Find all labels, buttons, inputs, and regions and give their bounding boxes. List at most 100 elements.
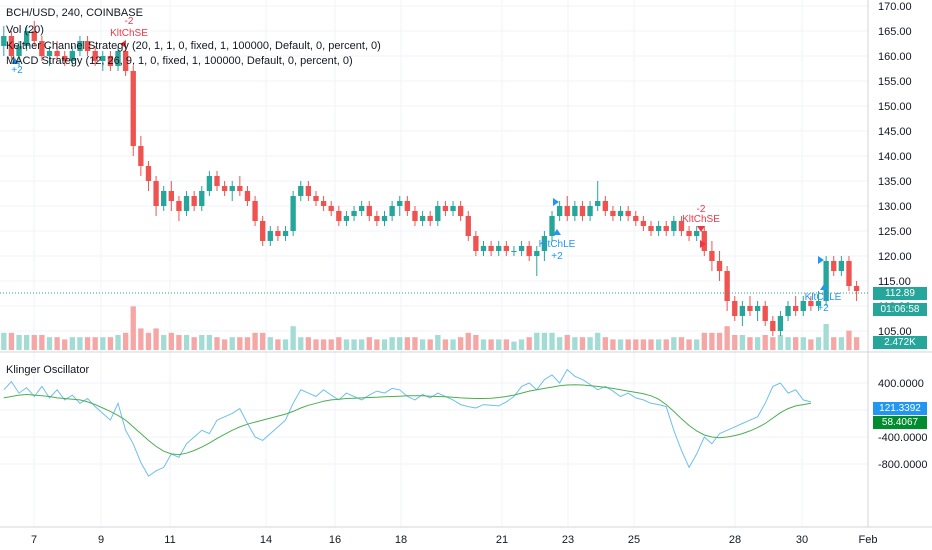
- candle-body: [488, 246, 494, 251]
- symbol-title: BCH/USD, 240, COINBASE: [6, 7, 143, 19]
- volume-bar: [351, 339, 357, 350]
- candle-body: [785, 306, 791, 316]
- volume-bar: [678, 337, 685, 350]
- candle-body: [290, 196, 296, 231]
- volume-bar: [716, 332, 723, 350]
- time-tick-label: 25: [628, 534, 640, 546]
- candle-body: [145, 166, 152, 181]
- volume-bar: [686, 339, 692, 350]
- volume-bar: [549, 332, 555, 350]
- signal-value-badge: 58.4067: [873, 416, 927, 429]
- keltner-legend[interactable]: Keltner Channel Strategy (20, 1, 1, 0, f…: [6, 40, 381, 52]
- oscillator-title[interactable]: Klinger Oscillator: [6, 364, 90, 376]
- candle-body: [747, 306, 753, 311]
- volume-bar: [663, 339, 669, 350]
- volume-bar: [625, 339, 631, 350]
- candle-body: [823, 261, 829, 301]
- volume-bar: [389, 337, 395, 350]
- price-tick-label: 120.00: [878, 251, 912, 263]
- candle-body: [404, 201, 411, 211]
- volume-bar: [183, 335, 190, 350]
- volume-bar: [161, 335, 167, 350]
- volume-bar: [305, 337, 312, 350]
- candle-body: [838, 261, 845, 271]
- time-tick-label: 7: [31, 534, 37, 546]
- candle-body: [549, 216, 555, 236]
- volume-bar: [808, 339, 814, 350]
- price-tick-label: 130.00: [878, 201, 912, 213]
- candle-body: [77, 41, 83, 51]
- price-tick-label: 140.00: [878, 151, 912, 163]
- price-tick-label: 125.00: [878, 226, 912, 238]
- candle-body: [183, 196, 190, 211]
- candle-body: [556, 206, 563, 216]
- candle-body: [457, 206, 464, 216]
- candle-body: [267, 231, 273, 241]
- volume-bar: [785, 337, 791, 350]
- candle-body: [298, 186, 304, 196]
- volume-bar: [701, 332, 707, 350]
- candle-body: [305, 186, 312, 196]
- volume-bar: [244, 337, 251, 350]
- osc-tick-label: -400.0000: [878, 432, 928, 444]
- candle-body: [397, 201, 403, 206]
- volume-bar: [191, 337, 197, 350]
- volume-bar: [252, 332, 258, 350]
- candle-body: [762, 306, 768, 321]
- time-tick-label: Feb: [859, 534, 878, 546]
- volume-bar: [419, 339, 426, 350]
- volume-bar: [633, 339, 639, 350]
- volume-legend[interactable]: Vol (20): [6, 24, 44, 36]
- volume-bar: [610, 339, 616, 350]
- volume-bar: [556, 337, 563, 350]
- volume-bar: [336, 337, 342, 350]
- candle-body: [107, 56, 114, 66]
- candle-body: [92, 51, 98, 61]
- short-marker-icon: [700, 240, 706, 248]
- volume-bar: [290, 326, 296, 350]
- price-tick-label: 155.00: [878, 76, 912, 88]
- volume-bar: [39, 335, 45, 350]
- candle-body: [221, 186, 228, 191]
- arrow-up-icon: [820, 284, 828, 290]
- candle-body: [351, 211, 357, 216]
- volume-bar: [671, 337, 677, 350]
- volume-bar: [214, 337, 220, 350]
- candle-body: [161, 191, 167, 206]
- volume-bar: [587, 337, 593, 350]
- price-tick-label: 105.00: [878, 326, 912, 338]
- volume-bar: [92, 337, 98, 350]
- macd-legend[interactable]: MACD Strategy (12, 26, 9, 1, 0, fixed, 1…: [6, 55, 353, 67]
- candle-body: [191, 196, 197, 206]
- candle-body: [450, 206, 456, 211]
- long-qty-label: +2: [551, 251, 563, 262]
- candle-body: [511, 251, 517, 252]
- volume-bar: [343, 339, 350, 350]
- volume-bar: [397, 337, 403, 350]
- volume-bar: [359, 339, 365, 350]
- candle-body: [648, 226, 654, 231]
- candle-body: [115, 51, 121, 66]
- time-tick-label: 18: [395, 534, 407, 546]
- candle-body: [526, 246, 532, 256]
- volume-bar: [853, 337, 860, 350]
- volume-bar: [496, 339, 502, 350]
- volume-bar: [138, 328, 144, 350]
- candle-body: [54, 51, 60, 56]
- candle-body: [777, 316, 784, 331]
- price-tick-label: 115.00: [878, 276, 911, 288]
- short-qty-label: -2: [125, 16, 134, 27]
- candle-body: [564, 206, 570, 216]
- volume-bar: [564, 335, 570, 350]
- long-qty-label: +2: [11, 65, 23, 76]
- candle-body: [815, 301, 822, 306]
- candle-body: [359, 206, 365, 211]
- candle-body: [244, 191, 251, 201]
- candle-body: [23, 31, 30, 46]
- candle-body: [496, 246, 502, 251]
- volume-bar: [595, 332, 601, 350]
- short-signal-label: KltChSE: [682, 214, 720, 225]
- candle-body: [602, 201, 608, 211]
- long-qty-label: +2: [817, 303, 829, 314]
